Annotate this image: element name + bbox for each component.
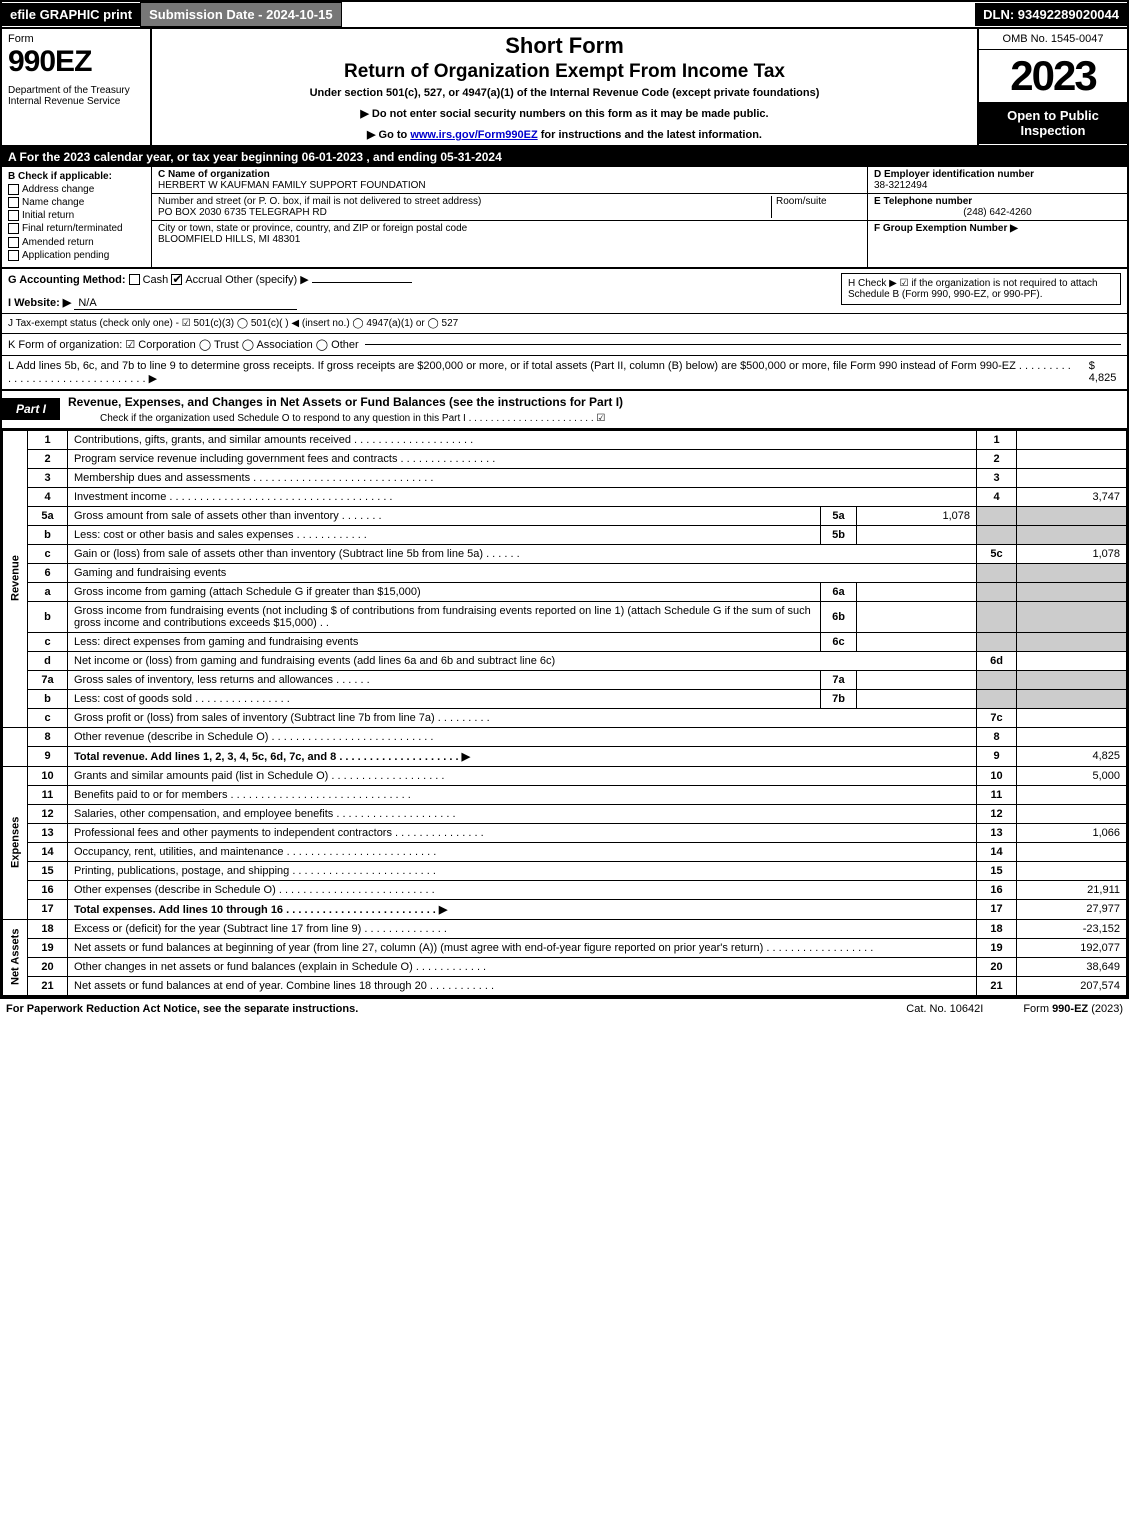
netassets-label: Net Assets — [3, 919, 28, 995]
c-street-row: Number and street (or P. O. box, if mail… — [152, 194, 867, 221]
line5a-value: 1,078 — [857, 506, 977, 525]
note-goto: ▶ Go to www.irs.gov/Form990EZ for instru… — [162, 128, 967, 141]
line5c-value: 1,078 — [1017, 544, 1127, 563]
line2-value — [1017, 449, 1127, 468]
line9-value: 4,825 — [1017, 746, 1127, 766]
line19-value: 192,077 — [1017, 938, 1127, 957]
line6b-value — [857, 601, 977, 632]
footer-catno: Cat. No. 10642I — [906, 1003, 983, 1015]
h-check: H Check ▶ ☑ if the organization is not r… — [841, 273, 1121, 305]
c-name-row: C Name of organization HERBERT W KAUFMAN… — [152, 167, 867, 194]
line8-value — [1017, 727, 1127, 746]
topbar: efile GRAPHIC print Submission Date - 20… — [2, 2, 1127, 29]
line17-value: 27,977 — [1017, 899, 1127, 919]
footer: For Paperwork Reduction Act Notice, see … — [0, 998, 1129, 1019]
g-cash-check[interactable] — [129, 274, 140, 285]
efile-print[interactable]: efile GRAPHIC print — [2, 3, 140, 26]
title-return: Return of Organization Exempt From Incom… — [162, 61, 967, 83]
col-c: C Name of organization HERBERT W KAUFMAN… — [152, 167, 867, 267]
line-a-taxyear: A For the 2023 calendar year, or tax yea… — [2, 147, 1127, 167]
b-initial-return[interactable]: Initial return — [8, 210, 145, 221]
expenses-label: Expenses — [3, 766, 28, 919]
omb: OMB No. 1545-0047 — [979, 29, 1127, 50]
header-right: OMB No. 1545-0047 2023 Open to Public In… — [977, 29, 1127, 145]
b-address-change[interactable]: Address change — [8, 184, 145, 195]
col-b: B Check if applicable: Address change Na… — [2, 167, 152, 267]
line-g-h: G Accounting Method: Cash Accrual Other … — [2, 269, 1127, 314]
b-amended-return[interactable]: Amended return — [8, 237, 145, 248]
footer-left: For Paperwork Reduction Act Notice, see … — [6, 1003, 358, 1015]
header: Form 990EZ Department of the Treasury In… — [2, 29, 1127, 147]
open-to-public: Open to Public Inspection — [979, 102, 1127, 144]
part1-bar: Part I Revenue, Expenses, and Changes in… — [2, 389, 1127, 430]
line7a-value — [857, 670, 977, 689]
line11-value — [1017, 785, 1127, 804]
subtitle-section: Under section 501(c), 527, or 4947(a)(1)… — [162, 87, 967, 99]
d-ein: D Employer identification number 38-3212… — [868, 167, 1127, 194]
i-website: I Website: ▶ N/A — [8, 296, 835, 309]
b-name-change[interactable]: Name change — [8, 197, 145, 208]
line-l-amount: $ 4,825 — [1089, 360, 1121, 384]
line18-value: -23,152 — [1017, 919, 1127, 938]
line13-value: 1,066 — [1017, 823, 1127, 842]
header-center: Short Form Return of Organization Exempt… — [152, 29, 977, 145]
tax-year: 2023 — [979, 50, 1127, 102]
revenue-label: Revenue — [3, 430, 28, 727]
line14-value — [1017, 842, 1127, 861]
section-b-through-f: B Check if applicable: Address change Na… — [2, 167, 1127, 269]
street: PO BOX 2030 6735 TELEGRAPH RD — [158, 207, 327, 218]
org-name: HERBERT W KAUFMAN FAMILY SUPPORT FOUNDAT… — [158, 180, 861, 191]
c-city-row: City or town, state or province, country… — [152, 221, 867, 247]
line10-value: 5,000 — [1017, 766, 1127, 785]
submission-date: Submission Date - 2024-10-15 — [140, 2, 342, 27]
f-group: F Group Exemption Number ▶ — [868, 221, 1127, 236]
line21-value: 207,574 — [1017, 976, 1127, 995]
line16-value: 21,911 — [1017, 880, 1127, 899]
line12-value — [1017, 804, 1127, 823]
line7b-value — [857, 689, 977, 708]
line1-value — [1017, 430, 1127, 449]
dln: DLN: 93492289020044 — [975, 3, 1127, 26]
line3-value — [1017, 468, 1127, 487]
line6a-value — [857, 582, 977, 601]
city: BLOOMFIELD HILLS, MI 48301 — [158, 234, 861, 245]
line20-value: 38,649 — [1017, 957, 1127, 976]
line6c-value — [857, 632, 977, 651]
title-short-form: Short Form — [162, 33, 967, 59]
line6d-value — [1017, 651, 1127, 670]
b-final-return[interactable]: Final return/terminated — [8, 223, 145, 234]
form-number: 990EZ — [8, 45, 144, 79]
line-k: K Form of organization: ☑ Corporation ◯ … — [2, 334, 1127, 356]
g-accrual-check[interactable] — [171, 274, 182, 285]
line5b-value — [857, 525, 977, 544]
line-l: L Add lines 5b, 6c, and 7b to line 9 to … — [2, 356, 1127, 389]
line-j: J Tax-exempt status (check only one) - ☑… — [2, 314, 1127, 334]
part1-title: Revenue, Expenses, and Changes in Net As… — [60, 391, 1127, 413]
line7c-value — [1017, 708, 1127, 727]
form-990ez: efile GRAPHIC print Submission Date - 20… — [0, 0, 1129, 998]
col-d-e-f: D Employer identification number 38-3212… — [867, 167, 1127, 267]
part1-tag: Part I — [2, 398, 60, 420]
b-head: B Check if applicable: — [8, 171, 145, 182]
part1-check: Check if the organization used Schedule … — [60, 413, 1127, 428]
header-left: Form 990EZ Department of the Treasury In… — [2, 29, 152, 145]
footer-right: Form 990-EZ (2023) — [1023, 1003, 1123, 1015]
g-accounting: G Accounting Method: Cash Accrual Other … — [8, 273, 835, 286]
line15-value — [1017, 861, 1127, 880]
line4-value: 3,747 — [1017, 487, 1127, 506]
irs-link[interactable]: www.irs.gov/Form990EZ — [410, 129, 537, 141]
form-label: Form — [8, 33, 144, 45]
b-application-pending[interactable]: Application pending — [8, 250, 145, 261]
e-tel: E Telephone number (248) 642-4260 — [868, 194, 1127, 221]
dept: Department of the Treasury Internal Reve… — [8, 85, 144, 107]
note-ssn: ▶ Do not enter social security numbers o… — [162, 107, 967, 120]
part1-table: Revenue 1 Contributions, gifts, grants, … — [2, 430, 1127, 996]
